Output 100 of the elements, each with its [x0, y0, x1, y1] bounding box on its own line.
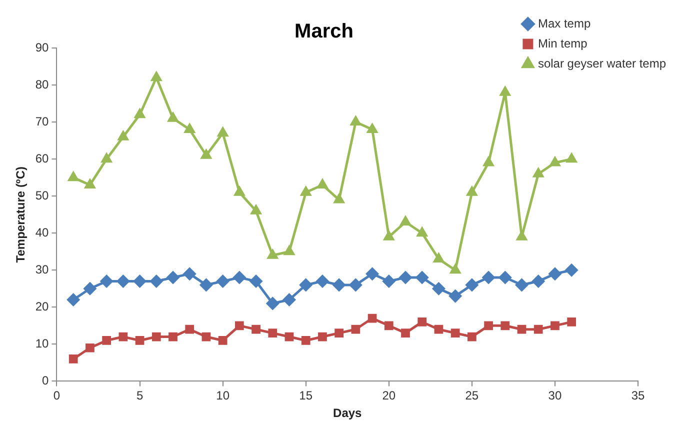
point	[416, 271, 428, 284]
x-tick-label: 0	[53, 388, 60, 403]
point	[548, 268, 562, 280]
point	[466, 186, 478, 196]
point	[150, 274, 163, 288]
point	[134, 274, 146, 288]
point	[384, 321, 394, 330]
point	[102, 336, 111, 345]
point	[201, 150, 212, 159]
point	[384, 231, 394, 240]
point	[300, 278, 312, 292]
x-tick-label: 5	[136, 388, 144, 403]
y-tick-label: 70	[35, 114, 50, 128]
point	[533, 168, 544, 178]
point	[368, 314, 377, 323]
y-tick-label: 10	[35, 336, 50, 350]
point	[300, 186, 312, 196]
point	[517, 324, 526, 334]
x-tick-label: 20	[382, 388, 396, 403]
point	[367, 124, 378, 133]
point	[284, 332, 294, 342]
point	[434, 324, 444, 334]
point	[68, 172, 78, 182]
point	[166, 271, 180, 284]
y-tick-label: 90	[35, 40, 50, 54]
point	[67, 294, 80, 306]
point	[432, 282, 445, 295]
point	[484, 321, 493, 330]
point	[332, 278, 346, 292]
point	[334, 194, 344, 204]
point	[550, 157, 560, 166]
point	[449, 290, 462, 302]
point	[184, 124, 195, 133]
point	[68, 354, 78, 364]
y-tick-label: 50	[35, 188, 50, 202]
point	[135, 336, 144, 345]
point	[234, 186, 245, 196]
point	[349, 278, 362, 292]
point	[250, 205, 262, 214]
point	[301, 336, 310, 345]
point	[185, 324, 194, 334]
point	[317, 179, 328, 188]
point	[134, 108, 145, 118]
point	[351, 324, 360, 334]
point	[466, 278, 478, 292]
point	[266, 297, 279, 310]
point	[234, 321, 244, 330]
point	[382, 274, 396, 288]
point	[566, 153, 577, 163]
point	[267, 250, 278, 259]
point	[434, 253, 444, 263]
point	[183, 268, 196, 280]
point	[534, 324, 543, 334]
point	[500, 86, 510, 96]
x-tick-label: 10	[216, 388, 230, 403]
point	[216, 274, 230, 288]
point	[152, 332, 161, 342]
point	[84, 282, 96, 295]
point	[550, 321, 560, 330]
point	[233, 271, 246, 284]
point	[202, 332, 211, 342]
point	[168, 112, 178, 122]
x-axis-title: Days	[333, 406, 362, 420]
legend-label: solar geyser water temp	[538, 56, 666, 70]
point	[318, 332, 327, 342]
point	[500, 321, 510, 330]
point	[467, 332, 476, 342]
y-tick-label: 20	[35, 299, 50, 314]
point	[450, 328, 460, 338]
point	[450, 264, 460, 274]
x-tick-label: 25	[465, 388, 479, 403]
y-tick-label: 0	[42, 374, 50, 388]
point	[400, 216, 411, 226]
point	[268, 328, 278, 338]
y-tick-label: 40	[35, 225, 50, 240]
point	[366, 268, 379, 280]
point	[498, 271, 512, 284]
point	[418, 318, 427, 326]
point	[116, 274, 130, 288]
point	[567, 318, 576, 326]
point	[250, 274, 262, 288]
point	[532, 274, 545, 288]
point	[565, 264, 578, 276]
point	[350, 116, 361, 126]
point	[86, 343, 94, 352]
point	[168, 332, 178, 342]
point	[283, 294, 296, 306]
point	[218, 336, 228, 345]
point	[101, 153, 112, 163]
y-tick-label: 30	[35, 262, 50, 276]
x-tick-label: 35	[631, 388, 645, 403]
point	[284, 246, 294, 256]
point	[416, 227, 428, 237]
point	[252, 324, 260, 334]
point	[483, 157, 494, 166]
x-tick-label: 15	[299, 388, 313, 403]
point	[100, 274, 113, 288]
y-tick-label: 60	[35, 151, 50, 166]
point	[218, 127, 228, 137]
legend-label: Min temp	[538, 36, 588, 50]
